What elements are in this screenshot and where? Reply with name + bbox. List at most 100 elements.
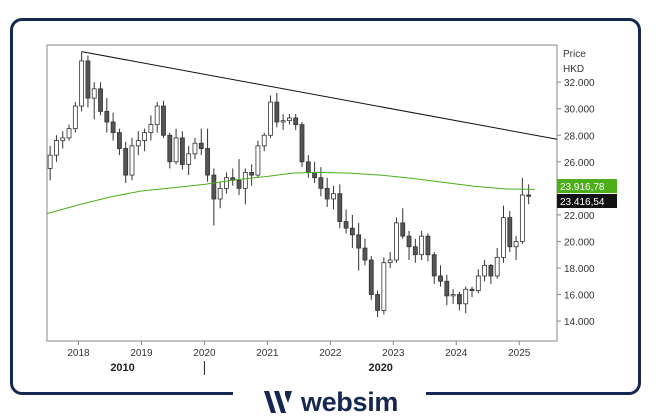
candle xyxy=(444,274,450,306)
candle-body xyxy=(154,105,160,126)
candle-body xyxy=(98,88,103,112)
candle xyxy=(381,257,387,315)
candle-body xyxy=(494,256,500,277)
candle xyxy=(198,128,204,156)
candle-body xyxy=(167,134,173,163)
candle-body xyxy=(356,234,362,249)
candle-body xyxy=(312,172,317,179)
candle xyxy=(60,131,66,149)
candle-body xyxy=(368,259,374,295)
candle-body xyxy=(274,101,280,123)
candle-body xyxy=(425,235,431,256)
candle-body xyxy=(412,246,418,256)
x-tick-label: 2025 xyxy=(508,348,531,359)
candle xyxy=(117,128,122,156)
candle xyxy=(217,181,223,209)
x-tick-label: 2022 xyxy=(319,348,342,359)
candle xyxy=(85,55,91,108)
decade-label-2010: 2010 xyxy=(110,362,134,374)
candle xyxy=(450,289,456,304)
candle-body xyxy=(526,194,532,197)
candle xyxy=(98,82,103,116)
candle xyxy=(274,92,280,128)
candle xyxy=(349,214,355,249)
candle xyxy=(205,128,210,182)
candle xyxy=(66,124,72,141)
trend-line xyxy=(81,51,558,140)
candle xyxy=(173,128,179,165)
candle xyxy=(211,168,217,226)
candle xyxy=(47,145,53,181)
candle-body xyxy=(362,247,368,261)
candle-body xyxy=(123,148,129,176)
x-tick-label: 2021 xyxy=(256,348,279,359)
candle xyxy=(268,95,273,138)
candle-body xyxy=(72,105,78,130)
moving-average-line xyxy=(46,171,536,215)
candle-body xyxy=(318,177,324,189)
candle xyxy=(123,141,129,184)
candle xyxy=(54,135,59,162)
candle xyxy=(135,131,141,156)
candle xyxy=(488,264,494,284)
candle-body xyxy=(450,294,456,297)
decade-label-2020: 2020 xyxy=(368,362,392,374)
candle-body xyxy=(173,137,179,163)
candle-body xyxy=(293,117,299,126)
candle-body xyxy=(85,60,91,99)
candle-body xyxy=(349,227,355,236)
candle xyxy=(406,230,412,261)
candle-body xyxy=(261,134,267,147)
candle-body xyxy=(482,264,487,277)
candle xyxy=(236,159,242,195)
candle-body xyxy=(305,161,311,173)
candle xyxy=(287,114,292,125)
candle xyxy=(142,128,147,152)
x-tick-label: 2020 xyxy=(193,348,216,359)
candle xyxy=(400,208,406,239)
candle-body xyxy=(381,262,387,311)
candle xyxy=(261,132,267,152)
candle-body xyxy=(337,193,343,222)
x-tick-label: 2019 xyxy=(130,348,153,359)
candle xyxy=(91,82,97,120)
ma-value-badge xyxy=(557,179,617,193)
candle-body xyxy=(299,124,305,163)
candle xyxy=(482,260,487,282)
candle-body xyxy=(324,187,330,200)
candle xyxy=(368,256,374,300)
y-tick-label: 28.000 xyxy=(564,131,595,142)
candle xyxy=(224,172,229,194)
candle-body xyxy=(79,60,85,107)
candle-body xyxy=(343,221,349,229)
candle-body xyxy=(438,275,443,282)
candle xyxy=(110,112,116,141)
candle-body xyxy=(488,264,494,277)
candle xyxy=(419,230,425,261)
plot-area xyxy=(46,44,558,342)
candle xyxy=(79,51,85,112)
candle-body xyxy=(431,254,437,277)
candle-body xyxy=(501,217,506,258)
candle xyxy=(280,114,286,130)
candle-body xyxy=(406,235,412,248)
candle-body xyxy=(211,174,217,200)
candle-body xyxy=(387,259,393,264)
x-tick-label: 2024 xyxy=(445,348,468,359)
candle xyxy=(129,137,135,181)
candle xyxy=(469,286,475,298)
candle-body xyxy=(217,187,223,200)
candle xyxy=(356,222,362,271)
candle xyxy=(431,252,437,284)
candle xyxy=(293,114,299,130)
candle-body xyxy=(161,105,166,136)
last-price-label: 23.416,54 xyxy=(560,197,605,208)
candle-body xyxy=(186,153,192,165)
candle xyxy=(494,248,500,279)
candle xyxy=(72,102,78,133)
candle xyxy=(457,291,462,311)
candle xyxy=(425,233,431,262)
candle-body xyxy=(280,120,286,123)
candle-body xyxy=(198,142,204,149)
candle xyxy=(412,238,418,263)
